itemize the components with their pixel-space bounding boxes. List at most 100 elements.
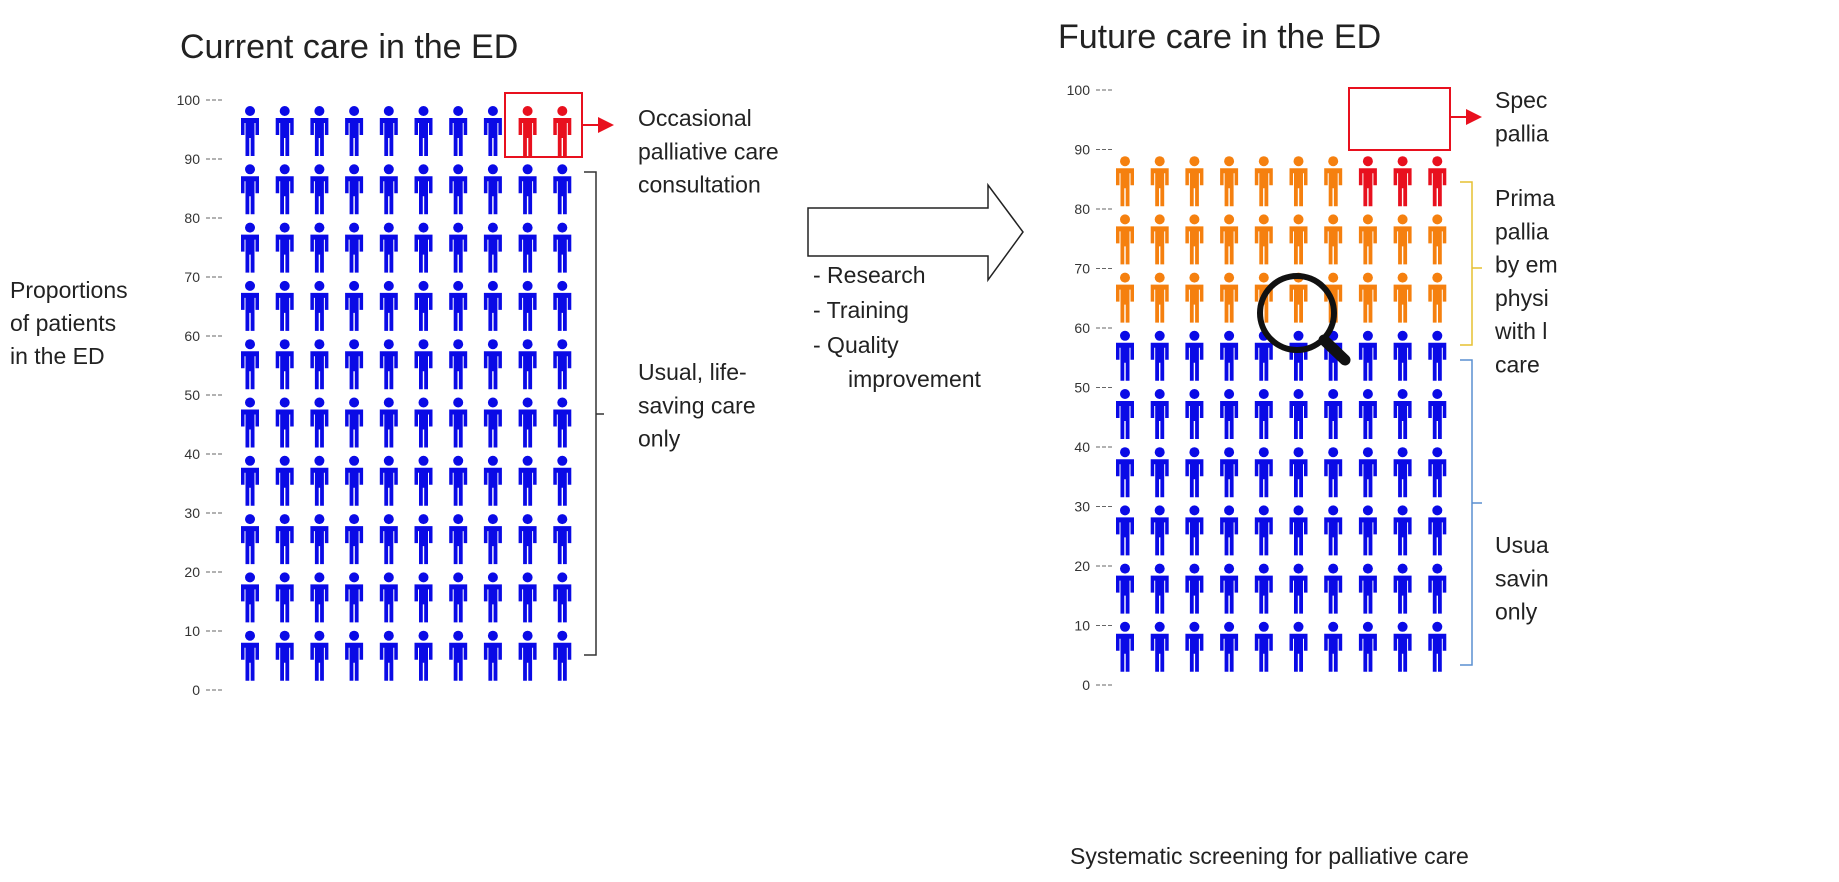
person-icon xyxy=(379,222,398,273)
icon-head xyxy=(487,572,498,583)
person-icon xyxy=(310,630,329,681)
icon-body xyxy=(1220,575,1239,614)
icon-head xyxy=(314,222,325,233)
person-icon xyxy=(345,280,364,331)
icon-body xyxy=(553,118,572,156)
person-icon xyxy=(518,106,537,156)
icon-head xyxy=(1293,156,1304,167)
icon-head xyxy=(383,630,394,641)
icon-head xyxy=(314,572,325,583)
icon-body xyxy=(1393,575,1412,614)
icon-body xyxy=(1150,401,1169,439)
icon-head xyxy=(522,397,533,408)
person-icon xyxy=(518,339,537,390)
icon-head xyxy=(487,280,498,291)
person-icon xyxy=(241,630,259,681)
icon-body xyxy=(379,118,398,156)
person-icon xyxy=(241,514,259,565)
y-tick-label: 30 xyxy=(184,505,200,521)
icon-head xyxy=(1258,389,1269,399)
icon-body xyxy=(518,526,537,565)
person-icon xyxy=(1324,505,1343,556)
icon-body xyxy=(449,409,468,448)
icon-body xyxy=(1115,633,1134,672)
person-icon xyxy=(379,106,398,156)
icon-head xyxy=(314,630,325,641)
group-label: pallia xyxy=(1495,120,1549,146)
icon-body xyxy=(310,351,329,390)
icon-head xyxy=(1328,156,1339,167)
person-icon xyxy=(449,164,468,215)
person-icon xyxy=(1220,505,1239,556)
person-icon xyxy=(275,630,294,681)
icon-head xyxy=(1154,505,1165,516)
icon-body xyxy=(553,176,572,215)
person-icon xyxy=(275,514,294,565)
icon-head xyxy=(1120,389,1130,399)
highlight-box xyxy=(1348,87,1451,151)
icon-body xyxy=(1324,168,1343,207)
icon-head xyxy=(279,397,290,408)
icon-body xyxy=(1393,401,1412,439)
person-icon xyxy=(1185,272,1204,323)
person-icon xyxy=(1428,389,1447,439)
icon-body xyxy=(449,176,468,215)
person-icon xyxy=(1254,214,1273,265)
icon-body xyxy=(345,118,364,156)
icon-body xyxy=(275,351,294,390)
person-icon xyxy=(518,572,537,623)
group-label: physi xyxy=(1495,285,1549,311)
icon-body xyxy=(483,526,502,565)
icon-body xyxy=(1150,517,1169,556)
person-icon xyxy=(1324,389,1343,439)
icon-body xyxy=(518,409,537,448)
person-icon xyxy=(483,572,502,623)
icon-head xyxy=(1432,214,1443,225)
person-icon xyxy=(449,222,468,273)
icon-head xyxy=(522,106,533,116)
person-icon xyxy=(241,455,259,506)
group-label: only xyxy=(638,426,681,452)
person-icon xyxy=(414,164,433,215)
panel-title: Current care in the ED xyxy=(180,28,518,66)
person-icon xyxy=(449,572,468,623)
icon-head xyxy=(557,106,568,116)
icon-body xyxy=(1289,575,1308,614)
person-icon xyxy=(414,106,433,156)
icon-head xyxy=(1154,447,1165,458)
icon-body xyxy=(379,467,398,506)
person-icon xyxy=(310,222,329,273)
person-icon xyxy=(1220,389,1239,439)
person-icon xyxy=(1220,214,1239,265)
transition-arrow xyxy=(807,182,1024,283)
y-tick-label: 50 xyxy=(184,387,200,403)
person-icon xyxy=(379,397,398,448)
icon-head xyxy=(1397,214,1408,225)
icon-body xyxy=(1393,342,1412,381)
icon-head xyxy=(279,280,290,291)
icon-head xyxy=(1258,447,1269,458)
icon-body xyxy=(1115,342,1134,381)
icon-head xyxy=(487,164,498,175)
person-icon xyxy=(1393,563,1412,614)
icon-head xyxy=(245,280,255,291)
icon-body xyxy=(310,642,329,681)
icon-body xyxy=(1358,401,1377,439)
icon-head xyxy=(522,280,533,291)
icon-head xyxy=(1224,621,1235,632)
icon-head xyxy=(1189,563,1200,574)
person-icon xyxy=(1289,447,1308,498)
icon-body xyxy=(345,642,364,681)
icon-head xyxy=(1120,447,1130,458)
icon-head xyxy=(1362,214,1373,225)
icon-head xyxy=(522,514,533,525)
icon-body xyxy=(1428,401,1447,439)
icon-body xyxy=(414,292,433,331)
transition-item: improvement xyxy=(848,366,982,392)
icon-body xyxy=(345,351,364,390)
person-icon xyxy=(310,339,329,390)
person-icon xyxy=(1428,214,1447,265)
icon-head xyxy=(418,397,429,408)
icon-head xyxy=(1432,272,1443,283)
person-icon xyxy=(379,455,398,506)
